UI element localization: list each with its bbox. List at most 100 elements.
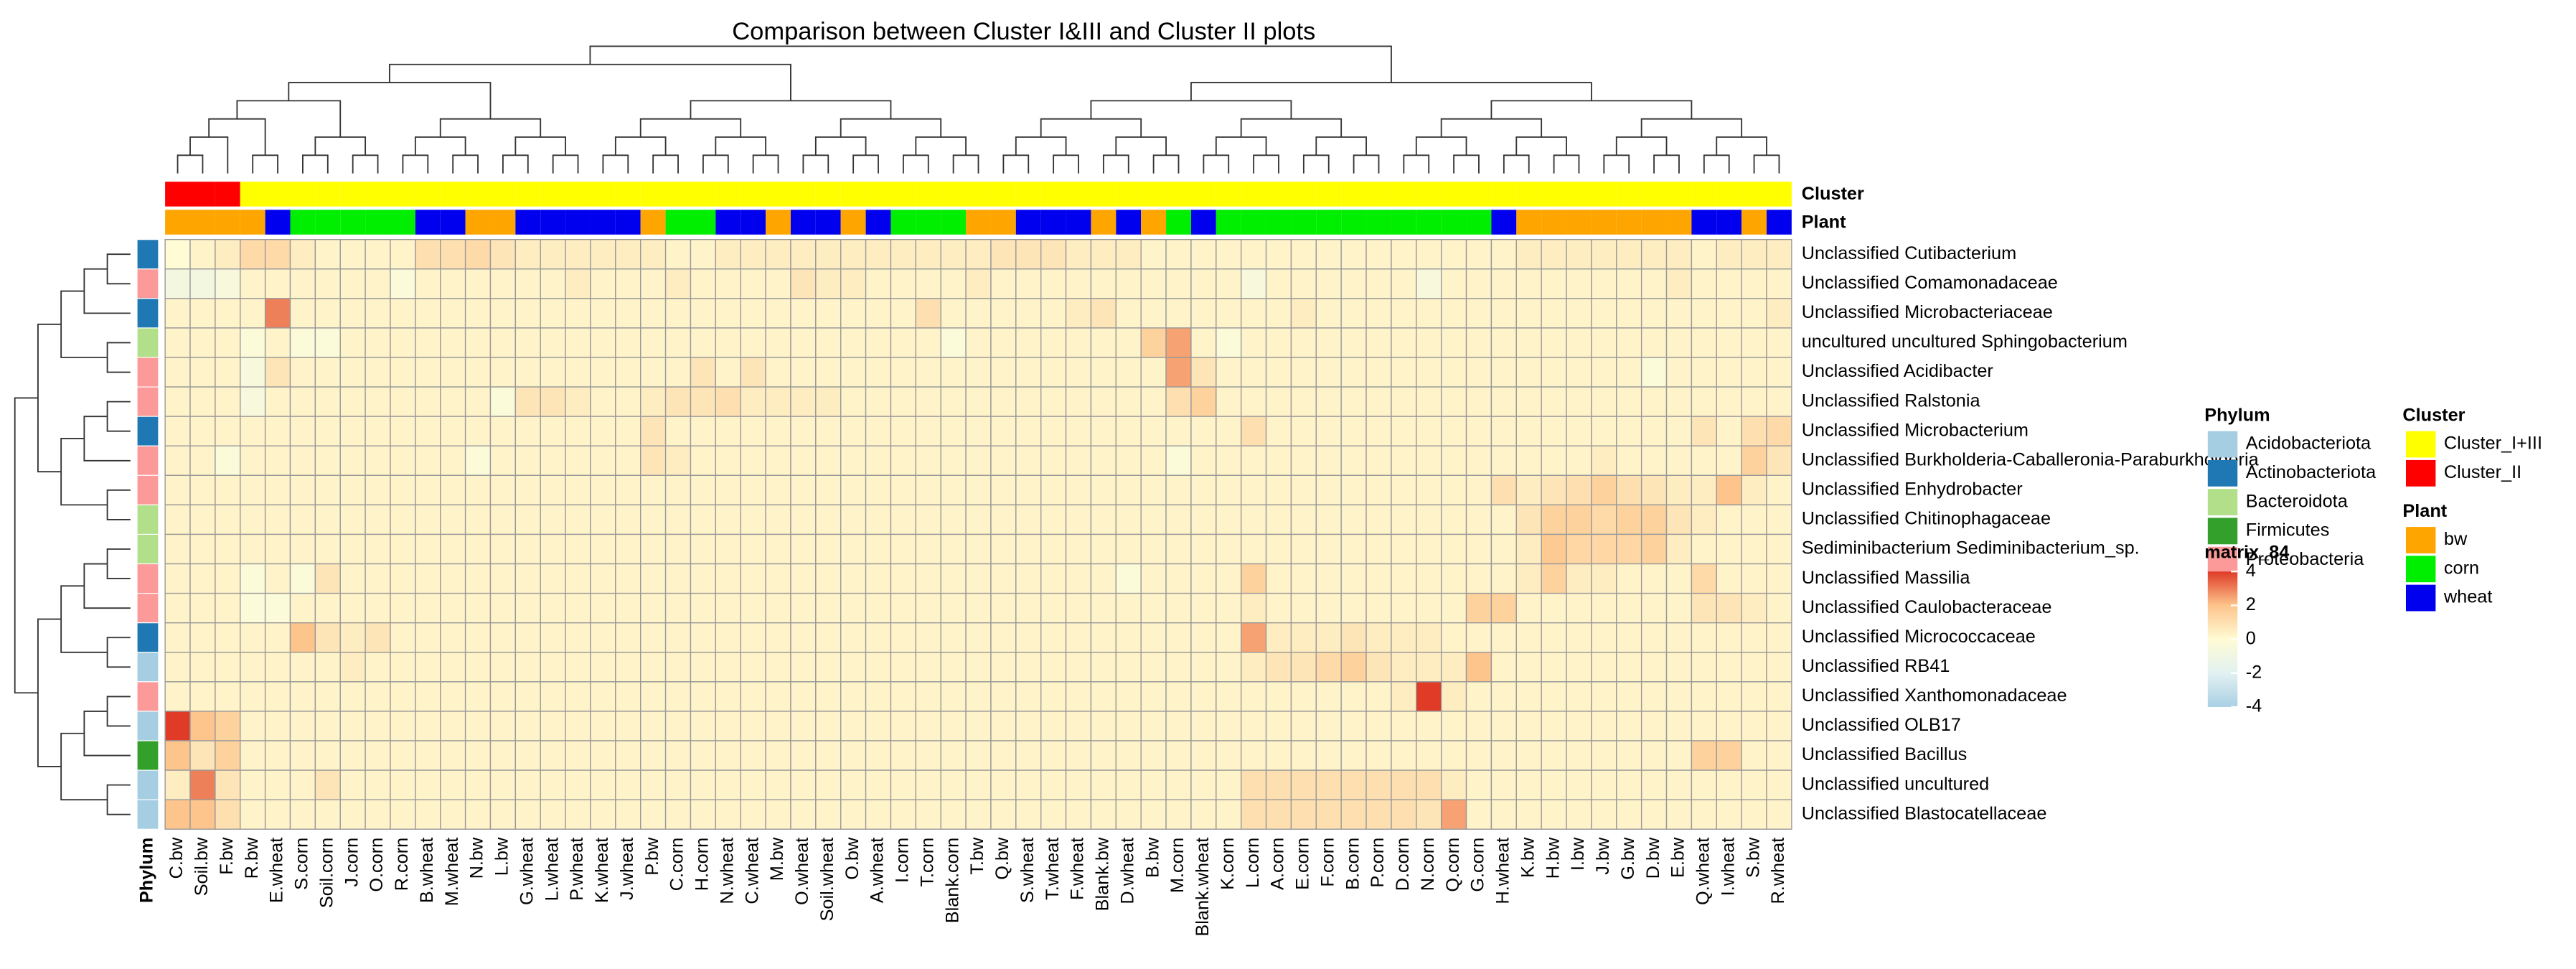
heatmap-cell: [1065, 592, 1092, 624]
cluster-annotation-cell: [1716, 182, 1742, 207]
heatmap-cell: [1766, 416, 1792, 446]
heatmap-cell: [1265, 327, 1292, 358]
heatmap-cell: [615, 563, 641, 594]
heatmap-cell: [1591, 298, 1617, 329]
heatmap-cell: [1265, 268, 1292, 299]
cluster-annotation-cell: [1591, 182, 1617, 207]
heatmap-cell: [815, 533, 842, 565]
plant-annotation-cell: [1441, 210, 1467, 235]
heatmap-cell: [390, 533, 416, 565]
heatmap-cell: [865, 652, 892, 683]
cluster-annotation-cell: [1691, 182, 1717, 207]
heatmap-cell: [489, 357, 517, 388]
plant-annotation-cell: [340, 210, 366, 235]
heatmap-cell: [1365, 799, 1392, 830]
heatmap-cell: [215, 268, 241, 299]
heatmap-cell: [1015, 386, 1042, 417]
heatmap-cell: [940, 711, 967, 741]
heatmap-cell: [540, 445, 566, 476]
heatmap-cell: [1716, 474, 1742, 506]
cluster-annotation-cell: [1141, 182, 1167, 207]
heatmap-cell: [1416, 474, 1442, 506]
heatmap-cell: [1766, 740, 1792, 771]
heatmap-cell: [164, 652, 191, 683]
heatmap-cell: [1391, 681, 1417, 712]
column-label: Blank.bw: [1093, 837, 1113, 911]
heatmap-cell: [1115, 474, 1142, 506]
heatmap-cell: [390, 769, 416, 800]
heatmap-cell: [1115, 238, 1142, 270]
heatmap-cell: [990, 238, 1017, 270]
heatmap-cell: [1440, 268, 1467, 299]
heatmap-cell: [740, 681, 766, 712]
heatmap-cell: [1340, 563, 1367, 594]
column-label: M.wheat: [442, 838, 462, 907]
heatmap-cell: [590, 298, 616, 329]
heatmap-cell: [1665, 386, 1693, 417]
heatmap-cell: [540, 563, 566, 594]
heatmap-cell: [164, 711, 191, 741]
column-label: N.wheat: [717, 838, 737, 904]
legend-title: Phylum: [2204, 406, 2270, 426]
heatmap-cell: [440, 769, 466, 800]
heatmap-cell: [1265, 238, 1292, 270]
heatmap-cell: [1640, 769, 1668, 800]
heatmap-cell: [1541, 327, 1567, 358]
heatmap-cell: [1015, 238, 1042, 270]
heatmap-cell: [1065, 268, 1092, 299]
heatmap-cell: [1265, 386, 1292, 417]
plant-annotation-cell: [315, 210, 341, 235]
heatmap-cell: [339, 268, 366, 299]
heatmap-cell: [965, 238, 992, 270]
heatmap-cell: [1416, 298, 1442, 329]
heatmap-cell: [1240, 327, 1267, 358]
heatmap-cell: [1240, 474, 1267, 506]
heatmap-cell: [1766, 681, 1792, 712]
heatmap-cell: [1265, 769, 1292, 800]
heatmap-cell: [640, 711, 667, 741]
heatmap-cell: [965, 327, 992, 358]
heatmap-cell: [790, 592, 817, 624]
plant-annotation-cell: [916, 210, 941, 235]
heatmap-cell: [1665, 357, 1693, 388]
heatmap-cell: [664, 681, 692, 712]
plant-annotation-cell: [640, 210, 666, 235]
heatmap-cell: [189, 622, 216, 653]
heatmap-cell: [440, 592, 466, 624]
plant-annotation-cell: [1666, 210, 1692, 235]
heatmap-cell: [890, 357, 917, 388]
heatmap-cell: [1340, 357, 1367, 388]
heatmap-cell: [464, 238, 492, 270]
heatmap-cell: [1216, 711, 1242, 741]
heatmap-cell: [1665, 416, 1693, 446]
heatmap-cell: [1315, 445, 1342, 476]
heatmap-cell: [289, 238, 316, 270]
heatmap-cell: [1315, 622, 1342, 653]
heatmap-cell: [514, 740, 541, 771]
heatmap-cell: [415, 238, 441, 270]
heatmap-cell: [690, 474, 717, 506]
heatmap-cell: [1440, 238, 1467, 270]
heatmap-cell: [1240, 238, 1267, 270]
cluster-annotation-cell: [190, 182, 215, 207]
heatmap-cell: [390, 327, 416, 358]
heatmap-cell: [240, 474, 266, 506]
heatmap-cell: [1515, 533, 1542, 565]
colorbar-tick-label: 0: [2246, 628, 2256, 648]
heatmap-cell: [215, 327, 241, 358]
heatmap-cell: [690, 268, 717, 299]
heatmap-cell: [1541, 592, 1567, 624]
heatmap-cell: [1566, 386, 1592, 417]
heatmap-cell: [1591, 238, 1617, 270]
heatmap-cell: [289, 327, 316, 358]
heatmap-cell: [664, 563, 692, 594]
heatmap-cell: [1691, 711, 1717, 741]
heatmap-cell: [289, 504, 316, 535]
heatmap-cell: [664, 769, 692, 800]
column-label: H.bw: [1543, 837, 1563, 879]
heatmap-cell: [514, 268, 541, 299]
heatmap-cell: [915, 386, 941, 417]
heatmap-cell: [365, 592, 391, 624]
plant-annotation-cell: [565, 210, 591, 235]
plant-annotation-cell: [966, 210, 991, 235]
